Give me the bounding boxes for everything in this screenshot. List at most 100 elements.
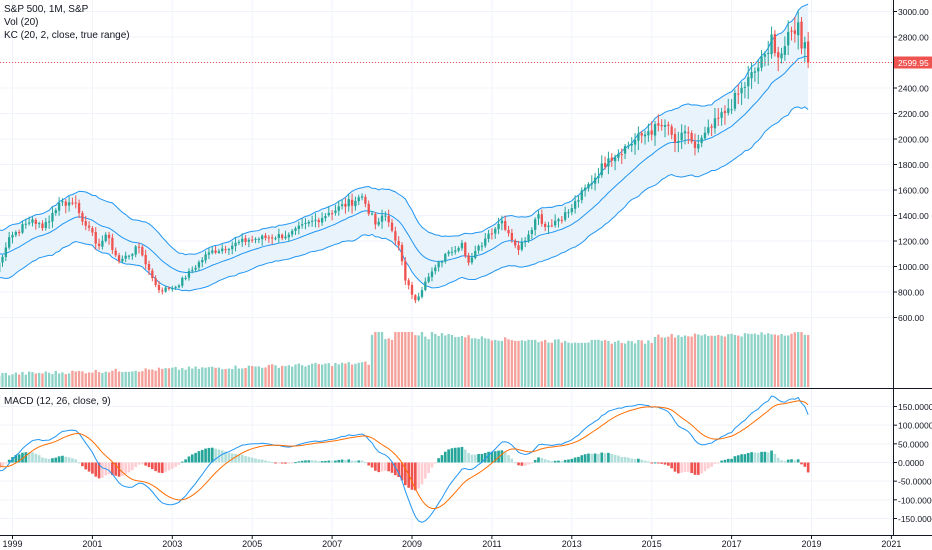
volume-bar — [227, 368, 231, 387]
candle-body — [310, 220, 314, 222]
macd-histogram-bar — [287, 462, 291, 464]
candle-body — [500, 220, 504, 224]
candle-body — [254, 238, 257, 240]
macd-histogram-bar — [254, 458, 257, 463]
candle-body — [553, 220, 557, 226]
candle-body — [167, 287, 171, 289]
macd-histogram-bar — [773, 453, 777, 463]
macd-histogram-bar — [210, 447, 214, 463]
volume-bar — [257, 366, 261, 387]
macd-histogram-bar — [320, 461, 324, 463]
macd-histogram-bar — [653, 462, 657, 464]
volume-bar — [770, 334, 773, 387]
macd-histogram-bar — [593, 453, 597, 463]
macd-histogram-bar — [267, 461, 271, 463]
volume-bar — [367, 364, 370, 387]
macd-histogram-bar — [294, 462, 297, 464]
candle-body — [347, 199, 350, 207]
candle-body — [407, 280, 410, 286]
macd-histogram-bar — [800, 462, 803, 465]
volume-bar — [534, 339, 537, 387]
volume-bar — [24, 374, 27, 387]
candle-body — [377, 221, 380, 225]
candle-body — [44, 221, 47, 228]
volume-bar — [803, 334, 807, 387]
candle-body — [803, 42, 807, 49]
candle-body — [297, 225, 300, 230]
volume-bar — [51, 374, 54, 387]
volume-bar — [460, 335, 464, 387]
volume-bars — [0, 332, 810, 387]
candle-body — [304, 222, 307, 224]
volume-bar — [643, 343, 647, 387]
volume-bar — [563, 340, 567, 387]
volume-bar — [41, 373, 44, 387]
volume-bar — [211, 366, 214, 387]
candle-body — [793, 30, 797, 34]
macd-histogram-bar — [244, 455, 247, 463]
candle-body — [530, 229, 534, 235]
volume-bar — [167, 368, 171, 387]
volume-bar — [204, 367, 207, 387]
volume-bar — [400, 332, 404, 387]
volume-bar — [450, 334, 454, 387]
volume-bar — [444, 335, 447, 387]
candle-body — [677, 140, 680, 143]
candle-body — [237, 241, 241, 243]
macd-histogram-bar — [204, 448, 207, 463]
candle-body — [600, 163, 603, 176]
volume-bar — [137, 371, 141, 387]
volume-bar — [807, 335, 810, 387]
volume-bar — [640, 340, 643, 387]
volume-bar — [241, 368, 244, 387]
candle-body — [464, 242, 467, 256]
volume-bar — [600, 340, 603, 387]
candle-body — [394, 231, 397, 241]
volume-bar — [757, 334, 760, 387]
volume-bar — [590, 339, 593, 387]
volume-bar — [500, 340, 504, 387]
macd-histogram-bar — [677, 462, 680, 474]
candle-body — [4, 247, 8, 258]
volume-bar — [430, 332, 434, 387]
macd-histogram-bar — [610, 453, 614, 463]
candle-body — [244, 238, 247, 242]
candle-body — [84, 221, 87, 226]
macd-histogram-bar — [337, 459, 341, 463]
candle-body — [181, 277, 184, 286]
volume-bar — [797, 332, 800, 387]
volume-bar — [161, 368, 164, 387]
candle-body — [593, 177, 597, 184]
macd-histogram-bar — [647, 461, 650, 463]
macd-histogram-bar — [760, 451, 763, 463]
candle-body — [57, 202, 61, 211]
macd-histogram-bar — [14, 455, 18, 463]
macd-histogram-bar — [234, 453, 237, 463]
macd-histogram-bar — [673, 462, 677, 472]
candle-body — [364, 196, 367, 204]
candle-body — [344, 203, 347, 207]
macd-histogram-bar — [503, 452, 507, 463]
price-candles — [0, 9, 893, 304]
candle-body — [274, 238, 277, 240]
volume-bar — [487, 338, 490, 387]
time-tick-label: 2013 — [562, 539, 582, 549]
candle-body — [171, 288, 174, 290]
price-tick-label: 2800.00 — [898, 33, 929, 43]
volume-bar — [21, 371, 24, 387]
macd-histogram-bar — [547, 460, 550, 463]
candle-body — [733, 92, 737, 109]
macd-histogram-bar — [686, 462, 690, 472]
candle-body — [687, 132, 690, 134]
candle-body — [307, 221, 310, 224]
macd-histogram-bar — [247, 456, 251, 463]
macd-histogram-bar — [31, 452, 34, 463]
volume-bar — [320, 364, 324, 387]
volume-bar — [793, 332, 797, 387]
volume-bar — [131, 371, 134, 387]
volume-bar — [280, 365, 284, 387]
macd-histogram-bar — [374, 462, 377, 471]
candle-body — [277, 234, 280, 238]
